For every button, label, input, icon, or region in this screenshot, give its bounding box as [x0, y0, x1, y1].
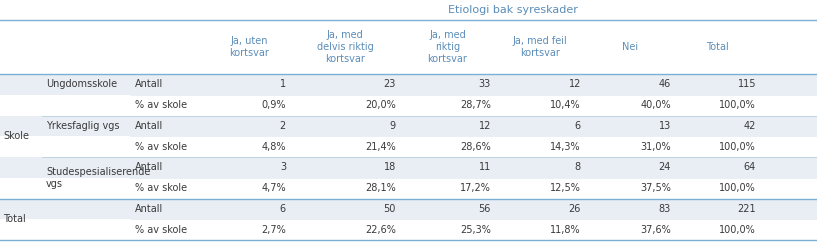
Text: 12: 12 [569, 79, 581, 89]
Text: 40,0%: 40,0% [641, 100, 671, 110]
Text: 28,6%: 28,6% [460, 142, 491, 152]
Text: 37,6%: 37,6% [641, 225, 671, 235]
Bar [0, 115, 817, 136]
Text: 100,0%: 100,0% [719, 225, 756, 235]
Text: 100,0%: 100,0% [719, 100, 756, 110]
Text: Ja, med
riktig
kortsvar: Ja, med riktig kortsvar [427, 30, 467, 64]
Text: Antall: Antall [135, 121, 163, 131]
Text: 22,6%: 22,6% [365, 225, 396, 235]
Text: Total: Total [706, 42, 729, 52]
Bar [0, 219, 817, 240]
Text: 18: 18 [384, 162, 396, 172]
Text: Etiologi bak syreskader: Etiologi bak syreskader [448, 5, 578, 15]
Text: 115: 115 [738, 79, 756, 89]
Text: 2: 2 [279, 121, 286, 131]
Bar [0, 74, 817, 95]
Text: 37,5%: 37,5% [641, 183, 671, 193]
Text: 42: 42 [743, 121, 756, 131]
Text: 31,0%: 31,0% [641, 142, 671, 152]
Text: 4,7%: 4,7% [261, 183, 286, 193]
Text: % av skole: % av skole [135, 100, 187, 110]
Text: 9: 9 [390, 121, 396, 131]
Text: Nei: Nei [622, 42, 638, 52]
Text: Ungdomsskole: Ungdomsskole [46, 79, 117, 89]
Text: 33: 33 [479, 79, 491, 89]
Bar [0, 157, 817, 178]
Text: 12: 12 [479, 121, 491, 131]
Text: 17,2%: 17,2% [460, 183, 491, 193]
Text: 64: 64 [743, 162, 756, 172]
Text: 13: 13 [659, 121, 671, 131]
Bar [0, 199, 817, 219]
Text: 6: 6 [280, 204, 286, 214]
Text: 50: 50 [384, 204, 396, 214]
Text: Total: Total [3, 214, 26, 224]
Text: 0,9%: 0,9% [261, 100, 286, 110]
Text: 28,1%: 28,1% [365, 183, 396, 193]
Text: 3: 3 [280, 162, 286, 172]
Text: 26: 26 [569, 204, 581, 214]
Text: 12,5%: 12,5% [550, 183, 581, 193]
Text: 6: 6 [575, 121, 581, 131]
Text: 2,7%: 2,7% [261, 225, 286, 235]
Bar [0, 0, 817, 20]
Text: Antall: Antall [135, 79, 163, 89]
Bar [0, 95, 817, 115]
Text: 100,0%: 100,0% [719, 183, 756, 193]
Text: 24: 24 [659, 162, 671, 172]
Text: 14,3%: 14,3% [551, 142, 581, 152]
Text: 221: 221 [738, 204, 756, 214]
Text: 11,8%: 11,8% [551, 225, 581, 235]
Text: 21,4%: 21,4% [365, 142, 396, 152]
Bar [0, 178, 817, 199]
Text: 8: 8 [575, 162, 581, 172]
Text: 20,0%: 20,0% [365, 100, 396, 110]
Text: 100,0%: 100,0% [719, 142, 756, 152]
Text: Antall: Antall [135, 204, 163, 214]
Text: 83: 83 [659, 204, 671, 214]
Text: 23: 23 [384, 79, 396, 89]
Text: Ja, uten
kortsvar: Ja, uten kortsvar [229, 36, 269, 58]
Text: 46: 46 [659, 79, 671, 89]
Text: 28,7%: 28,7% [460, 100, 491, 110]
Bar [0, 136, 817, 157]
Text: 4,8%: 4,8% [261, 142, 286, 152]
Text: Skole: Skole [3, 131, 29, 141]
Text: Antall: Antall [135, 162, 163, 172]
Text: Studespesialiserende
vgs: Studespesialiserende vgs [46, 167, 150, 189]
Text: 11: 11 [479, 162, 491, 172]
Text: Ja, med feil
kortsvar: Ja, med feil kortsvar [512, 36, 567, 58]
Text: 25,3%: 25,3% [460, 225, 491, 235]
Bar [0, 20, 817, 74]
Text: 56: 56 [479, 204, 491, 214]
Text: 10,4%: 10,4% [551, 100, 581, 110]
Text: % av skole: % av skole [135, 183, 187, 193]
Text: Yrkesfaglig vgs: Yrkesfaglig vgs [46, 121, 119, 131]
Text: 1: 1 [280, 79, 286, 89]
Text: Ja, med
delvis riktig
kortsvar: Ja, med delvis riktig kortsvar [317, 30, 373, 64]
Text: % av skole: % av skole [135, 225, 187, 235]
Text: % av skole: % av skole [135, 142, 187, 152]
